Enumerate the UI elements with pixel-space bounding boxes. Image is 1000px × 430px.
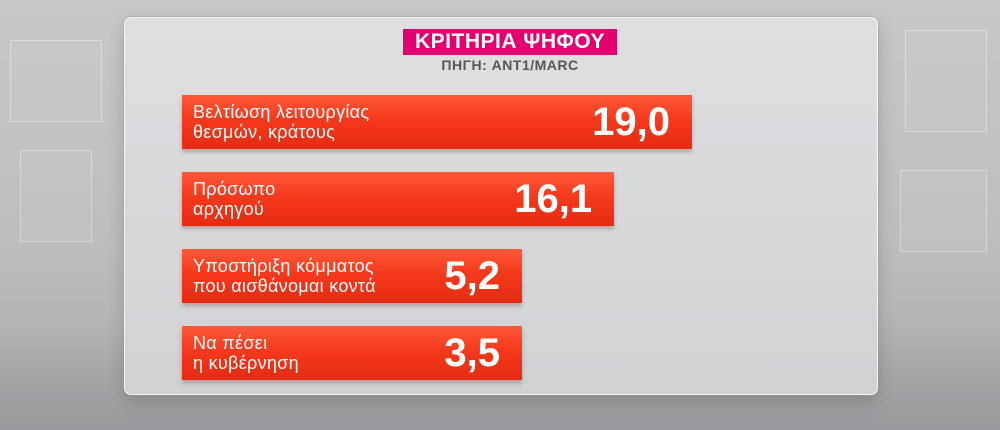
bar-label: Να πέσει η κυβέρνηση (193, 333, 299, 373)
bar: Πρόσωπο αρχηγού 16,1 (182, 172, 615, 226)
chart-source: ΠΗΓΗ: ANT1/MARC (441, 57, 579, 73)
bar: Να πέσει η κυβέρνηση 3,5 (182, 326, 522, 380)
bar: Υποστήριξη κόμματος που αισθάνομαι κοντά 5… (182, 249, 522, 303)
bar-label-line: θεσμών, κράτους (193, 122, 336, 142)
background-tile (900, 170, 987, 252)
bar-value-label: 16,1 (514, 177, 593, 221)
bar-value-label: 5,2 (444, 254, 500, 298)
bar-label-line: η κυβέρνηση (193, 353, 299, 373)
bar-label-line: αρχηγού (193, 199, 265, 219)
background-tile (20, 150, 92, 242)
bar-label: Πρόσωπο αρχηγού (193, 179, 275, 219)
bar-label: Υποστήριξη κόμματος που αισθάνομαι κοντά (193, 256, 376, 296)
bar-label-line: Να πέσει (193, 333, 268, 353)
bar-label-line: Βελτίωση λειτουργίας (193, 102, 370, 122)
bar-label: Βελτίωση λειτουργίας θεσμών, κράτους (193, 102, 369, 142)
bar-label-line: που αισθάνομαι κοντά (193, 276, 376, 296)
bar-label-line: Υποστήριξη κόμματος (193, 256, 374, 276)
background-tile (905, 30, 987, 132)
bar-value-label: 19,0 (592, 100, 670, 144)
bar-label-line: Πρόσωπο (193, 179, 276, 199)
chart-title: ΚΡΙΤΗΡΙΑ ΨΗΦΟΥ (403, 29, 617, 55)
bar: Βελτίωση λειτουργίας θεσμών, κράτους 19,0 (182, 95, 692, 149)
background-tile (10, 40, 102, 122)
bar-value-label: 3,5 (444, 331, 500, 375)
